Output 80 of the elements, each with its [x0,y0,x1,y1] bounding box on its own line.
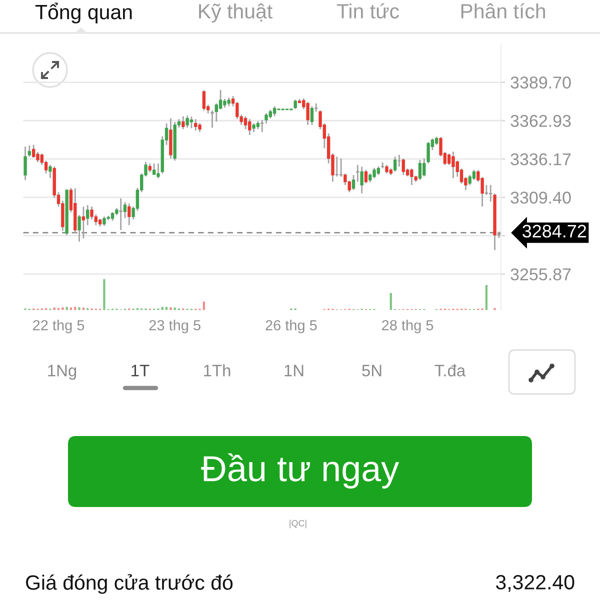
text: Tin tức [336,3,399,19]
candlestick [182,116,185,130]
text: 1Ng [48,364,76,380]
text: 1N [284,364,304,376]
bar [202,302,205,310]
candlestick [380,162,384,170]
candlestick [28,144,32,158]
y-tick-label: 3255.87 [510,268,571,280]
candlestick [218,89,222,110]
candlestick [194,118,198,132]
text: T.đa [434,364,466,376]
candlestick [468,174,472,186]
ref-line-label: 3284.72 [522,224,586,238]
x-tick-label: 23 thg 5 [149,320,200,334]
x-tick-label: 22 thg 5 [33,320,84,334]
bar [161,306,164,310]
text: Tổng quan [35,2,132,24]
bar [103,279,106,310]
candlestick [352,174,356,191]
y-tick-label: 3336.17 [510,153,571,166]
bar [390,293,392,310]
candlestick [152,162,156,176]
candlestick [339,158,343,178]
candlestick [248,118,252,136]
candlestick [447,152,451,166]
candlestick [452,150,455,179]
candlestick [272,106,276,117]
x-tick-label: 28 thg 5 [382,320,434,334]
x-tick-label: 26 thg 5 [266,320,317,334]
y-tick-label: 3389.70 [510,76,571,89]
candlestick [119,198,122,231]
bar [170,307,172,310]
candlestick [306,101,310,126]
candlestick [398,154,401,168]
candlestick [402,158,405,176]
candlestick [335,156,338,178]
y-tick-label: 3309.40 [510,192,571,204]
candlestick [214,102,218,122]
bar [66,306,68,310]
candlestick [410,168,414,186]
candlestick [393,156,397,172]
text: 3,322.40 [496,574,574,592]
text: Giá đóng cửa trước đó [26,574,233,594]
candlestick [356,164,360,182]
candlestick [472,169,476,181]
text: 1T [132,364,150,376]
candlestick [86,204,90,226]
text: 5N [362,364,382,376]
text: Kỹ thuật [199,3,272,23]
candlestick [360,166,364,194]
candlestick [128,202,131,226]
text: Đầu tư ngay [201,453,400,489]
candlestick [190,116,194,129]
candlestick [364,169,368,184]
candlestick [186,114,189,128]
candlestick [244,116,248,130]
bar [74,306,76,310]
candlestick [310,106,314,126]
candlestick [123,202,127,219]
candlestick [202,90,206,112]
bar [485,284,488,310]
candlestick [418,159,422,181]
bar [166,306,168,310]
candlestick [32,144,36,158]
bar [62,307,64,310]
text: 1Th [204,364,230,376]
candlestick [102,216,106,227]
candlestick [484,184,488,196]
text: Phân tích [461,3,545,19]
bar [78,307,80,310]
candlestick [314,102,318,112]
candlestick [489,184,492,202]
candlestick [94,214,98,226]
candlestick [82,206,86,240]
candlestick [24,146,27,181]
candlestick [294,99,297,110]
candlestick [260,119,264,133]
text: |QC| [290,520,306,528]
y-tick-label: 3362.93 [510,114,571,127]
candlestick [372,167,376,179]
